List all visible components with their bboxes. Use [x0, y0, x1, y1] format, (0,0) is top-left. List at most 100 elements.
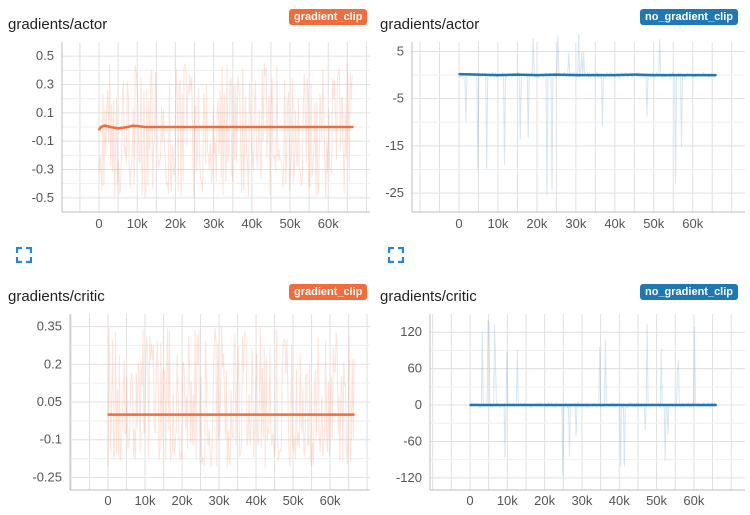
- data-point: [100, 126, 102, 128]
- x-tick-label: 20k: [165, 216, 186, 231]
- y-tick-label: -120: [396, 470, 422, 485]
- series-raw-line: [107, 327, 355, 469]
- grid: [412, 42, 745, 212]
- x-tick-label: 0: [455, 216, 462, 231]
- data-point: [273, 413, 276, 416]
- expand-icon[interactable]: [16, 247, 32, 263]
- data-point: [655, 404, 658, 406]
- data-point: [353, 413, 355, 416]
- data-point: [633, 73, 636, 76]
- data-point: [674, 404, 677, 406]
- data-point: [516, 73, 519, 76]
- x-tick-label: 60k: [320, 493, 341, 508]
- y-tick-label: -5: [392, 91, 404, 106]
- x-tick-label: 20k: [534, 493, 555, 508]
- data-point: [575, 74, 577, 76]
- chart-title: gradients/actor: [380, 16, 480, 33]
- x-tick-label: 20k: [172, 493, 193, 508]
- data-point: [346, 126, 349, 128]
- x-tick-label: 50k: [643, 216, 664, 231]
- y-tick-label: 0.2: [44, 356, 62, 371]
- y-tick-label: -25: [385, 185, 404, 200]
- y-tick-label: 5: [397, 43, 404, 58]
- y-tick-label: 120: [400, 324, 422, 339]
- data-point: [458, 73, 460, 75]
- y-tick-label: 60: [408, 361, 422, 376]
- x-tick-label: 50k: [280, 216, 301, 231]
- y-tick-label: 0.5: [36, 48, 54, 63]
- data-point: [126, 126, 129, 128]
- x-tick-label: 10k: [487, 216, 508, 231]
- x-tick-label: 20k: [526, 216, 547, 231]
- x-tick-label: 0: [104, 493, 111, 508]
- line-chart: 0 10k 20k 30k 40k 50k 60k 120 60 0 -60 -120: [396, 314, 745, 508]
- data-point: [477, 73, 480, 76]
- data-point: [218, 413, 220, 416]
- data-point: [144, 413, 146, 416]
- data-point: [98, 129, 100, 131]
- x-tick-label: 10k: [127, 216, 148, 231]
- y-tick-label: -0.5: [32, 190, 54, 205]
- data-point: [107, 413, 109, 416]
- y-tick-label: -0.1: [40, 432, 62, 447]
- y-tick-label: 0.05: [37, 394, 62, 409]
- y-tick-label: 0.1: [36, 105, 54, 120]
- data-point: [144, 126, 146, 128]
- data-point: [599, 404, 602, 406]
- data-point: [289, 126, 291, 128]
- grid: [430, 314, 745, 490]
- chart-title: gradients/critic: [8, 288, 105, 305]
- run-badge: gradient_clip: [289, 9, 368, 25]
- y-tick-label: 0.3: [36, 77, 54, 92]
- data-point: [231, 126, 234, 128]
- data-point: [581, 404, 583, 406]
- y-tick-label: -0.25: [32, 469, 62, 484]
- data-point: [236, 413, 239, 416]
- data-point: [672, 74, 675, 76]
- y-tick-label: 0: [415, 397, 422, 412]
- grid: [70, 314, 370, 490]
- line-chart: 0 10k 20k 30k 40k 50k 60k 5 -5 -15 -25: [385, 33, 745, 231]
- x-tick-label: 60k: [318, 216, 339, 231]
- data-point: [691, 74, 694, 76]
- line-chart: 0 10k 20k 30k 40k 50k 60k 0.5 0.3 0.1 -0.1 -0.3 -0.5: [32, 42, 370, 231]
- data-point: [555, 73, 558, 76]
- x-tick-label: 30k: [571, 493, 592, 508]
- data-point: [536, 74, 538, 76]
- data-point: [715, 74, 717, 76]
- x-tick-label: 40k: [246, 493, 267, 508]
- x-tick-label: 30k: [565, 216, 586, 231]
- data-point: [174, 126, 177, 128]
- data-point: [193, 126, 196, 128]
- run-badge: no_gradient_clip: [640, 284, 739, 300]
- x-tick-label: 40k: [604, 216, 625, 231]
- data-point: [327, 126, 330, 128]
- data-point: [497, 74, 499, 76]
- data-point: [162, 413, 165, 416]
- data-point: [637, 404, 639, 406]
- chart-title: gradients/actor: [8, 16, 108, 33]
- y-tick-label: -60: [403, 433, 422, 448]
- x-tick-label: 50k: [646, 493, 667, 508]
- data-point: [109, 126, 112, 128]
- x-tick-label: 10k: [135, 493, 156, 508]
- y-tick-label: -0.1: [32, 133, 54, 148]
- expand-icon[interactable]: [388, 247, 404, 263]
- data-point: [352, 126, 354, 128]
- y-tick-label: -0.3: [32, 162, 54, 177]
- series-raw-line: [98, 63, 354, 198]
- data-point: [310, 413, 313, 416]
- data-point: [618, 404, 621, 406]
- data-point: [693, 404, 695, 406]
- series-line: [458, 72, 717, 77]
- data-point: [525, 404, 527, 406]
- data-point: [163, 126, 165, 128]
- data-point: [103, 124, 106, 127]
- data-point: [212, 126, 215, 128]
- data-point: [125, 413, 128, 416]
- x-tick-label: 0: [95, 216, 102, 231]
- data-point: [132, 124, 135, 127]
- data-point: [181, 413, 183, 416]
- chart-title: gradients/critic: [380, 288, 477, 305]
- data-point: [506, 404, 509, 406]
